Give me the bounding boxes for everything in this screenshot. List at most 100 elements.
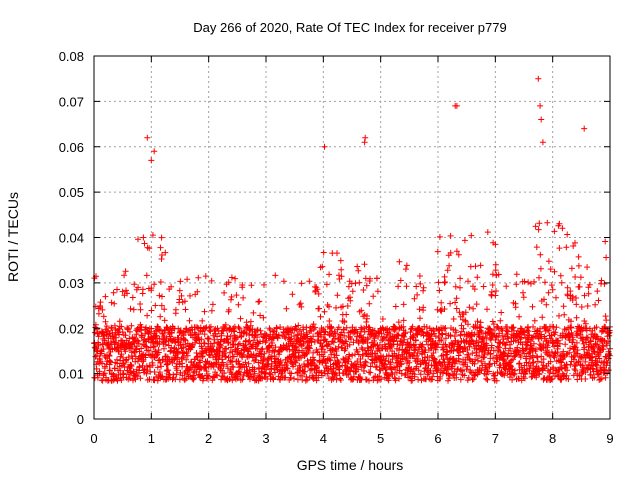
data-point bbox=[490, 321, 497, 328]
data-point bbox=[155, 324, 161, 330]
data-point bbox=[464, 347, 471, 353]
data-point bbox=[276, 351, 283, 358]
data-point bbox=[551, 268, 558, 275]
data-point bbox=[474, 318, 481, 325]
data-point bbox=[423, 324, 430, 330]
data-point bbox=[446, 375, 453, 382]
data-point bbox=[101, 370, 108, 377]
data-point bbox=[365, 335, 371, 341]
data-point bbox=[161, 306, 168, 313]
data-point bbox=[457, 284, 463, 291]
data-point bbox=[291, 375, 297, 382]
data-point bbox=[493, 377, 500, 384]
data-point bbox=[370, 293, 377, 300]
data-point bbox=[503, 283, 510, 290]
data-point bbox=[345, 371, 352, 378]
data-point bbox=[441, 325, 448, 332]
data-point bbox=[430, 350, 437, 356]
data-point bbox=[587, 337, 594, 344]
data-point bbox=[553, 294, 559, 301]
data-point bbox=[153, 333, 160, 339]
data-point bbox=[435, 341, 442, 348]
data-point bbox=[439, 331, 446, 338]
data-point bbox=[159, 373, 166, 380]
data-point bbox=[559, 225, 566, 232]
data-point bbox=[93, 352, 100, 359]
data-point bbox=[99, 360, 106, 367]
data-point bbox=[576, 283, 583, 290]
data-point bbox=[132, 376, 139, 383]
data-point bbox=[530, 359, 537, 366]
data-point bbox=[148, 325, 155, 332]
data-point bbox=[246, 337, 253, 344]
data-point bbox=[437, 373, 444, 380]
data-point bbox=[596, 377, 603, 383]
data-point bbox=[575, 262, 582, 269]
data-point bbox=[136, 363, 143, 370]
data-point bbox=[496, 344, 502, 351]
data-point bbox=[430, 370, 437, 377]
data-point bbox=[576, 372, 583, 379]
data-point bbox=[120, 370, 127, 377]
data-point bbox=[478, 367, 485, 374]
data-point bbox=[280, 278, 287, 285]
data-point bbox=[514, 344, 521, 351]
data-point bbox=[426, 357, 433, 364]
data-point bbox=[190, 376, 197, 383]
data-point bbox=[472, 263, 479, 270]
data-point bbox=[157, 244, 164, 251]
data-point bbox=[508, 363, 514, 370]
data-point bbox=[396, 258, 403, 265]
data-point bbox=[343, 324, 350, 331]
data-point bbox=[111, 365, 118, 372]
data-point bbox=[102, 318, 109, 325]
data-point bbox=[343, 338, 350, 345]
data-point bbox=[131, 349, 138, 356]
data-point bbox=[156, 292, 163, 299]
data-point bbox=[354, 263, 361, 270]
data-point bbox=[536, 220, 543, 227]
data-point bbox=[510, 371, 517, 378]
data-point bbox=[320, 249, 327, 256]
data-point bbox=[323, 281, 330, 288]
data-point bbox=[281, 333, 288, 340]
data-point bbox=[473, 301, 480, 308]
data-point bbox=[106, 358, 113, 365]
data-point bbox=[478, 358, 485, 365]
data-point bbox=[489, 318, 496, 325]
data-point bbox=[272, 272, 279, 279]
data-point bbox=[480, 283, 487, 290]
data-point bbox=[535, 75, 542, 82]
data-point bbox=[379, 337, 386, 344]
data-point bbox=[146, 245, 153, 252]
data-point bbox=[157, 313, 164, 320]
data-point bbox=[283, 305, 290, 312]
data-point bbox=[396, 347, 402, 354]
data-point bbox=[157, 279, 164, 285]
data-point bbox=[99, 306, 106, 313]
data-point bbox=[451, 333, 458, 340]
data-point bbox=[453, 371, 460, 378]
data-point bbox=[181, 298, 188, 305]
data-point bbox=[403, 283, 410, 290]
data-point bbox=[293, 344, 300, 351]
data-point bbox=[583, 327, 590, 334]
data-point bbox=[103, 374, 110, 381]
data-point bbox=[345, 356, 352, 363]
data-point bbox=[552, 329, 559, 336]
data-point bbox=[477, 262, 484, 269]
data-point bbox=[461, 372, 468, 379]
data-point bbox=[388, 369, 395, 376]
data-point bbox=[398, 370, 405, 377]
data-point bbox=[558, 279, 565, 286]
data-point bbox=[603, 317, 610, 324]
data-point bbox=[486, 361, 493, 368]
data-point bbox=[234, 334, 241, 341]
data-point bbox=[102, 293, 109, 300]
data-point bbox=[605, 367, 612, 374]
data-point bbox=[123, 357, 129, 364]
data-point bbox=[254, 326, 261, 333]
data-point bbox=[400, 301, 407, 308]
data-point bbox=[563, 244, 570, 251]
data-point bbox=[158, 363, 165, 370]
